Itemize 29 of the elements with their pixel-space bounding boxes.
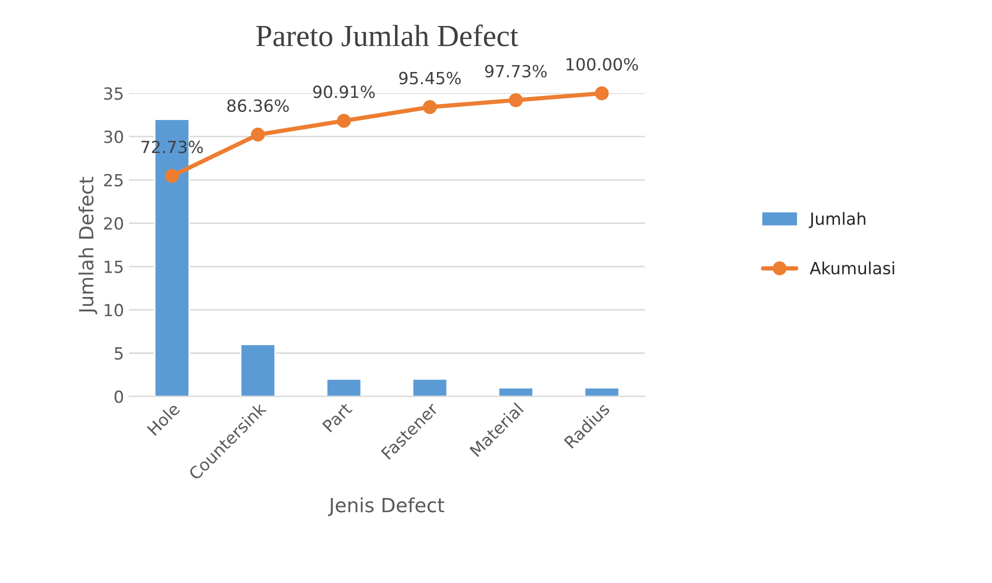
legend-label: Akumulasi: [810, 262, 894, 274]
y-tick-label: 30: [104, 130, 123, 144]
point: [165, 169, 179, 183]
data-label: 95.45%: [399, 72, 461, 84]
y-tick-label: 35: [104, 87, 123, 100]
y-tick-label: 20: [104, 217, 123, 230]
bar: [326, 378, 362, 396]
bar: [584, 387, 620, 396]
y-axis-title: Jumlah Defect: [78, 176, 98, 314]
x-axis-title: Jenis Defect: [328, 497, 444, 516]
point: [422, 100, 437, 114]
bar: [412, 378, 448, 396]
y-tick-label: 10: [104, 304, 123, 316]
point: [336, 114, 351, 128]
y-tick-label: 5: [114, 347, 123, 360]
y-tick-label: 15: [104, 260, 123, 274]
y-tick-label: 0: [114, 390, 123, 404]
legend-label: Jumlah: [808, 212, 866, 228]
chart-title: Pareto Jumlah Defect: [256, 24, 518, 46]
data-label: 90.91%: [313, 86, 375, 98]
data-label: 97.73%: [485, 64, 547, 78]
point: [594, 86, 609, 100]
data-label: 100.00%: [566, 58, 638, 71]
bar: [498, 387, 534, 396]
point: [508, 93, 523, 108]
data-label: 86.36%: [227, 99, 289, 112]
bar: [240, 344, 276, 396]
y-tick-label: 25: [104, 174, 123, 186]
point: [250, 128, 265, 142]
